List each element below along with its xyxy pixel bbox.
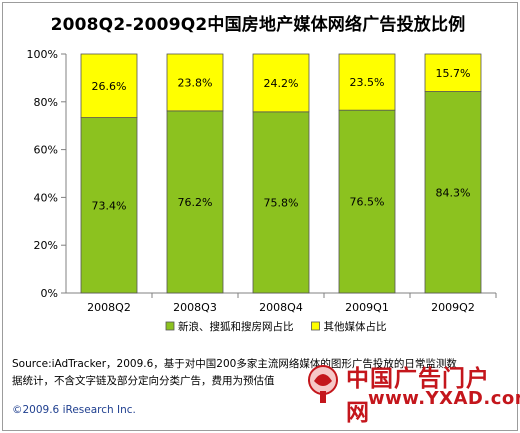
- y-tick-label: 80%: [34, 96, 58, 109]
- bar-segment: [80, 117, 138, 294]
- bar-segment: [166, 110, 224, 294]
- bar-data-label: 24.2%: [264, 77, 299, 90]
- y-tick-label: 100%: [27, 48, 58, 61]
- chart-title: 2008Q2-2009Q2中国房地产媒体网络广告投放比例: [50, 15, 466, 35]
- y-tick-label: 0%: [41, 287, 58, 300]
- bar-segment: [252, 53, 310, 113]
- x-tick-label: 2008Q4: [259, 301, 303, 314]
- bar-segment: [424, 91, 482, 294]
- copyright-text: ©2009.6 iResearch Inc.: [12, 404, 136, 416]
- legend-swatch: [311, 321, 320, 331]
- bar-data-label: 23.8%: [178, 76, 213, 89]
- bar-data-label: 15.7%: [436, 67, 471, 80]
- y-tick-label: 20%: [34, 239, 58, 252]
- bar-data-label: 76.2%: [178, 196, 213, 209]
- bar-data-label: 75.8%: [264, 196, 299, 209]
- x-tick-label: 2008Q3: [173, 301, 217, 314]
- bar-data-label: 23.5%: [350, 76, 385, 89]
- footnote-line-1: Source:iAdTracker，2009.6，基于对中国200多家主流网络媒…: [12, 358, 457, 370]
- legend-swatch: [165, 321, 175, 331]
- x-tick-label: 2008Q2: [87, 301, 131, 314]
- y-tick-label: 40%: [34, 191, 58, 204]
- y-tick-label: 60%: [34, 144, 58, 157]
- bar-segment: [252, 111, 310, 294]
- bar-data-label: 73.4%: [92, 199, 127, 212]
- bar-segment: [338, 53, 396, 111]
- bar-segment: [424, 53, 482, 92]
- source-footnote: Source:iAdTracker，2009.6，基于对中国200多家主流网络媒…: [12, 356, 507, 390]
- x-tick-label: 2009Q2: [431, 301, 475, 314]
- x-tick-label: 2009Q1: [345, 301, 389, 314]
- bar-segment: [166, 53, 224, 112]
- legend-label: 其他媒体占比: [324, 320, 387, 333]
- bar-data-label: 26.6%: [92, 80, 127, 93]
- footnote-line-2: 据统计，不含文字链及部分定向分类广告，费用为预估值: [12, 375, 275, 387]
- bar-data-label: 84.3%: [436, 186, 471, 199]
- legend-label: 新浪、搜狐和搜房网占比: [178, 320, 294, 333]
- stacked-bar-chart: 0% 20% 40% 60% 80% 100% 73.4% 26.6% 2008Q2 76.2% 2…: [27, 48, 497, 333]
- bar-data-label: 76.5%: [350, 196, 385, 209]
- bar-segment: [80, 53, 138, 118]
